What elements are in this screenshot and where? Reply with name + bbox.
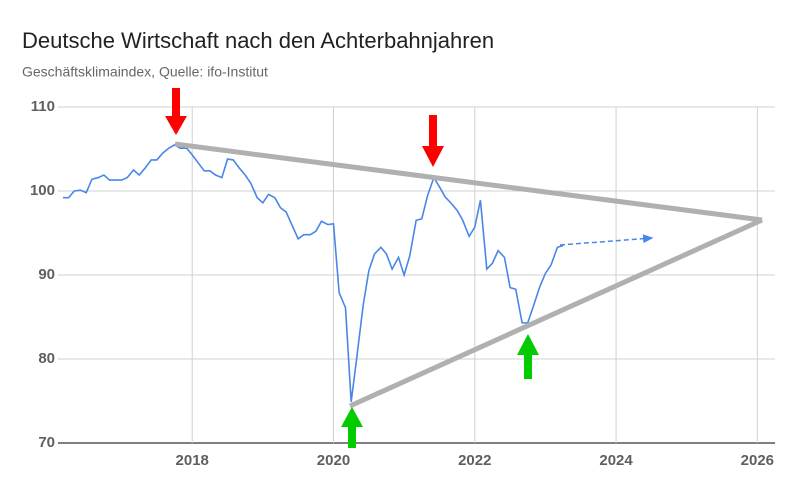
y-tick-label: 110 xyxy=(31,98,55,115)
red-arrow xyxy=(422,115,444,167)
y-tick-label: 90 xyxy=(38,266,55,283)
trend-line xyxy=(174,141,763,223)
x-tick-label: 2020 xyxy=(317,452,350,469)
y-tick-label: 80 xyxy=(38,350,55,367)
grid: 70 80 90 100 110 2018 2020 2022 2024 2026 xyxy=(30,98,775,469)
chart-title: Deutsche Wirtschaft nach den Achterbahnj… xyxy=(22,28,494,53)
green-arrow xyxy=(341,407,363,448)
x-tick-label: 2022 xyxy=(458,452,491,469)
green-arrow xyxy=(517,334,539,379)
x-tick-label: 2026 xyxy=(741,452,774,469)
annotations xyxy=(165,88,764,448)
x-tick-label: 2024 xyxy=(599,452,633,469)
y-tick-label: 100 xyxy=(30,182,55,199)
trend-arrow xyxy=(559,234,654,246)
red-arrow xyxy=(165,88,187,135)
y-tick-label: 70 xyxy=(38,434,55,451)
plot xyxy=(62,143,564,402)
data-line xyxy=(62,143,564,402)
chart-subtitle: Geschäftsklimaindex, Quelle: ifo-Institu… xyxy=(22,64,268,80)
trend-line xyxy=(348,217,764,409)
x-tick-label: 2018 xyxy=(176,452,209,469)
